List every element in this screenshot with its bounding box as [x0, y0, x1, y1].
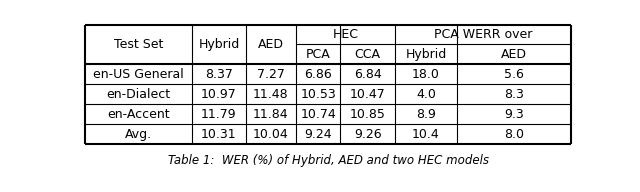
Text: 10.74: 10.74 — [300, 108, 336, 121]
Text: 10.04: 10.04 — [253, 128, 289, 141]
Text: 8.0: 8.0 — [504, 128, 524, 141]
Text: AED: AED — [258, 38, 284, 51]
Text: Test Set: Test Set — [113, 38, 163, 51]
Text: 11.84: 11.84 — [253, 108, 289, 121]
Text: 10.97: 10.97 — [201, 88, 237, 101]
Text: 8.9: 8.9 — [416, 108, 436, 121]
Text: en-US General: en-US General — [93, 68, 184, 81]
Text: 9.3: 9.3 — [504, 108, 524, 121]
Text: 6.86: 6.86 — [304, 68, 332, 81]
Text: en-Dialect: en-Dialect — [106, 88, 170, 101]
Text: 5.6: 5.6 — [504, 68, 524, 81]
Text: PCA: PCA — [306, 48, 330, 61]
Text: 8.37: 8.37 — [205, 68, 233, 81]
Text: 10.53: 10.53 — [300, 88, 336, 101]
Text: 18.0: 18.0 — [412, 68, 440, 81]
Text: PCA WERR over: PCA WERR over — [434, 28, 532, 41]
Text: 7.27: 7.27 — [257, 68, 285, 81]
Text: 4.0: 4.0 — [416, 88, 436, 101]
Text: 11.48: 11.48 — [253, 88, 289, 101]
Text: 10.47: 10.47 — [350, 88, 385, 101]
Text: AED: AED — [501, 48, 527, 61]
Text: Hybrid: Hybrid — [405, 48, 447, 61]
Text: Table 1:  WER (%) of Hybrid, AED and two HEC models: Table 1: WER (%) of Hybrid, AED and two … — [168, 154, 488, 167]
Text: en-Accent: en-Accent — [107, 108, 170, 121]
Text: 9.24: 9.24 — [304, 128, 332, 141]
Text: 8.3: 8.3 — [504, 88, 524, 101]
Text: 6.84: 6.84 — [354, 68, 381, 81]
Text: 11.79: 11.79 — [201, 108, 237, 121]
Text: CCA: CCA — [355, 48, 381, 61]
Text: Avg.: Avg. — [125, 128, 152, 141]
Text: 10.85: 10.85 — [349, 108, 386, 121]
Text: 10.4: 10.4 — [412, 128, 440, 141]
Text: Hybrid: Hybrid — [198, 38, 239, 51]
Text: HEC: HEC — [332, 28, 358, 41]
Text: 10.31: 10.31 — [201, 128, 237, 141]
Text: 9.26: 9.26 — [354, 128, 381, 141]
